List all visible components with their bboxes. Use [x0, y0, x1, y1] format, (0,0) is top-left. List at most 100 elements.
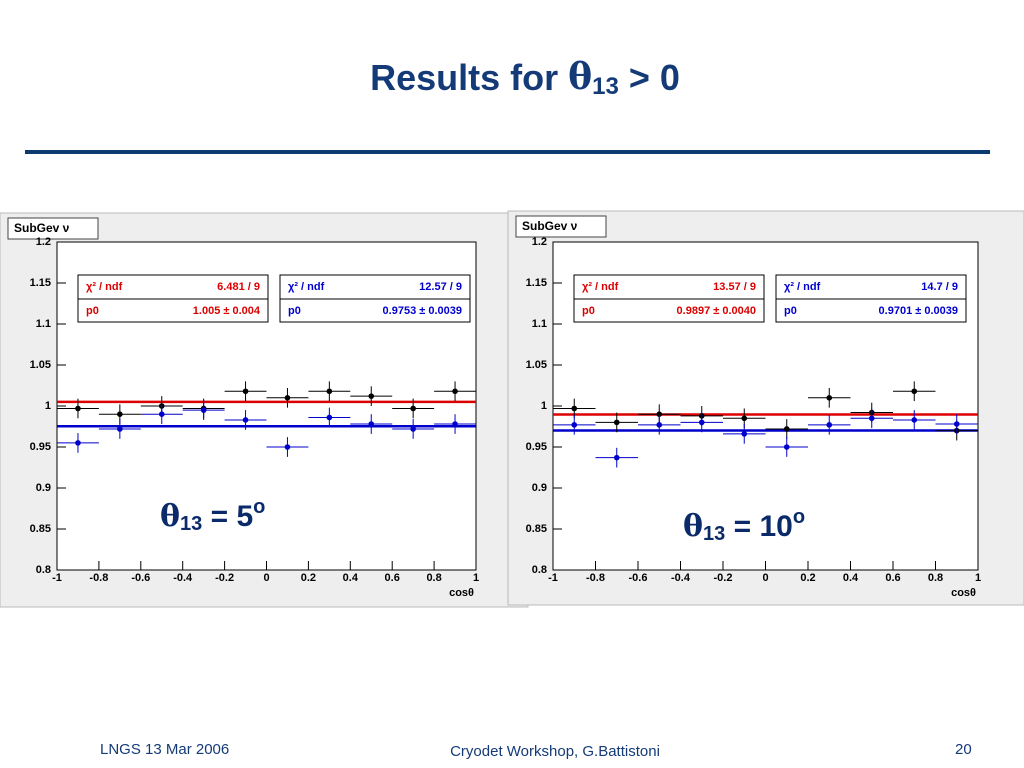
y-tick-label: 0.8 — [532, 564, 547, 576]
x-tick-label: 0 — [762, 572, 768, 584]
x-tick-label: -0.6 — [629, 572, 648, 584]
y-tick-label: 0.85 — [526, 523, 547, 535]
y-tick-label: 1.2 — [532, 236, 547, 248]
data-point — [117, 426, 123, 432]
y-tick-label: 1.05 — [30, 359, 51, 371]
y-tick-label: 0.95 — [30, 441, 51, 453]
annotation-symbol: θ — [683, 509, 703, 544]
x-tick-label: 0 — [263, 572, 269, 584]
title-text: Results for — [370, 57, 568, 98]
data-point — [613, 419, 620, 426]
data-point — [868, 415, 875, 422]
stat-value: 13.57 / 9 — [713, 281, 756, 293]
data-point — [368, 393, 375, 399]
x-tick-label: -0.2 — [215, 572, 234, 584]
stat-label: p0 — [582, 305, 595, 317]
x-tick-label: 0.4 — [843, 572, 859, 584]
stat-label: χ² / ndf — [86, 281, 123, 293]
data-point — [284, 444, 291, 450]
y-tick-label: 1.2 — [36, 236, 51, 248]
x-tick-label: 0.6 — [885, 572, 900, 584]
annotation-superscript: o — [793, 506, 805, 528]
x-tick-label: 0.4 — [343, 572, 359, 584]
annotation-text: = 10 — [725, 510, 793, 543]
data-point — [200, 407, 207, 413]
x-tick-label: -0.6 — [131, 572, 150, 584]
y-tick-label: 1 — [541, 400, 547, 412]
data-point — [571, 422, 578, 428]
x-tick-label: 1 — [975, 572, 981, 584]
data-point — [242, 388, 249, 395]
annotation: θ13 = 10o — [683, 506, 805, 545]
x-tick-label: -0.4 — [671, 572, 691, 584]
y-tick-label: 1 — [45, 400, 51, 412]
data-point — [75, 440, 81, 446]
stat-label: χ² / ndf — [582, 281, 619, 293]
data-point — [452, 421, 458, 427]
x-tick-label: 0.2 — [800, 572, 815, 584]
y-tick-label: 1.15 — [526, 277, 547, 289]
x-tick-label: -1 — [52, 572, 62, 584]
stat-label: p0 — [288, 305, 301, 317]
annotation-subscript: 13 — [180, 513, 202, 535]
slide-title: Results for θ13 > 0 — [370, 56, 680, 100]
data-point — [326, 388, 333, 395]
data-point — [75, 405, 81, 412]
data-point — [368, 421, 375, 427]
stat-label: p0 — [784, 305, 797, 317]
panel-title: SubGev ν — [522, 219, 578, 233]
annotation-subscript: 13 — [703, 523, 725, 545]
title-rule — [25, 150, 990, 154]
x-tick-label: -0.2 — [714, 572, 733, 584]
footer-left: LNGS 13 Mar 2006 — [100, 741, 229, 758]
footer-center: Cryodet Workshop, G.Battistoni — [450, 743, 660, 760]
stat-value: 0.9753 ± 0.0039 — [383, 305, 462, 317]
y-tick-label: 0.9 — [36, 482, 51, 494]
data-point — [741, 431, 748, 437]
x-axis-label: cosθ — [951, 587, 976, 599]
data-point — [698, 419, 705, 426]
footer-right: 20 — [955, 741, 972, 758]
stat-value: 12.57 / 9 — [419, 281, 462, 293]
data-point — [613, 454, 620, 461]
x-tick-label: -1 — [548, 572, 558, 584]
stat-label: p0 — [86, 305, 99, 317]
data-point — [117, 411, 123, 418]
x-tick-label: -0.8 — [89, 572, 108, 584]
data-point — [326, 414, 333, 421]
stat-label: χ² / ndf — [288, 281, 325, 293]
panel-title-box — [7, 217, 99, 240]
annotation: θ13 = 5o — [160, 496, 265, 535]
x-axis-label: cosθ — [449, 587, 474, 599]
x-tick-label: 1 — [473, 572, 479, 584]
title-subscript: 13 — [592, 73, 619, 100]
y-tick-label: 0.8 — [36, 564, 51, 576]
stat-label: χ² / ndf — [784, 281, 821, 293]
data-point — [410, 426, 416, 432]
y-tick-label: 1.1 — [36, 318, 51, 330]
x-tick-label: 0.2 — [301, 572, 316, 584]
data-point — [656, 422, 663, 428]
y-tick-label: 1.15 — [30, 277, 51, 289]
stat-value: 1.005 ± 0.004 — [193, 305, 261, 317]
data-point — [826, 395, 833, 401]
panel-title-box — [515, 215, 607, 238]
y-tick-label: 0.9 — [532, 482, 547, 494]
x-tick-label: 0.8 — [928, 572, 943, 584]
stat-value: 0.9701 ± 0.0039 — [879, 305, 958, 317]
x-tick-label: -0.8 — [586, 572, 605, 584]
annotation-superscript: o — [253, 496, 265, 518]
data-point — [911, 388, 918, 395]
data-point — [452, 388, 458, 395]
data-point — [571, 405, 578, 412]
x-tick-label: -0.4 — [173, 572, 193, 584]
data-point — [953, 421, 960, 427]
y-tick-label: 0.85 — [30, 523, 51, 535]
y-tick-label: 1.05 — [526, 359, 547, 371]
data-point — [158, 411, 165, 418]
y-tick-label: 0.95 — [526, 441, 547, 453]
data-point — [741, 415, 748, 422]
title-rest: > 0 — [619, 57, 680, 98]
annotation-text: = 5 — [202, 500, 253, 533]
